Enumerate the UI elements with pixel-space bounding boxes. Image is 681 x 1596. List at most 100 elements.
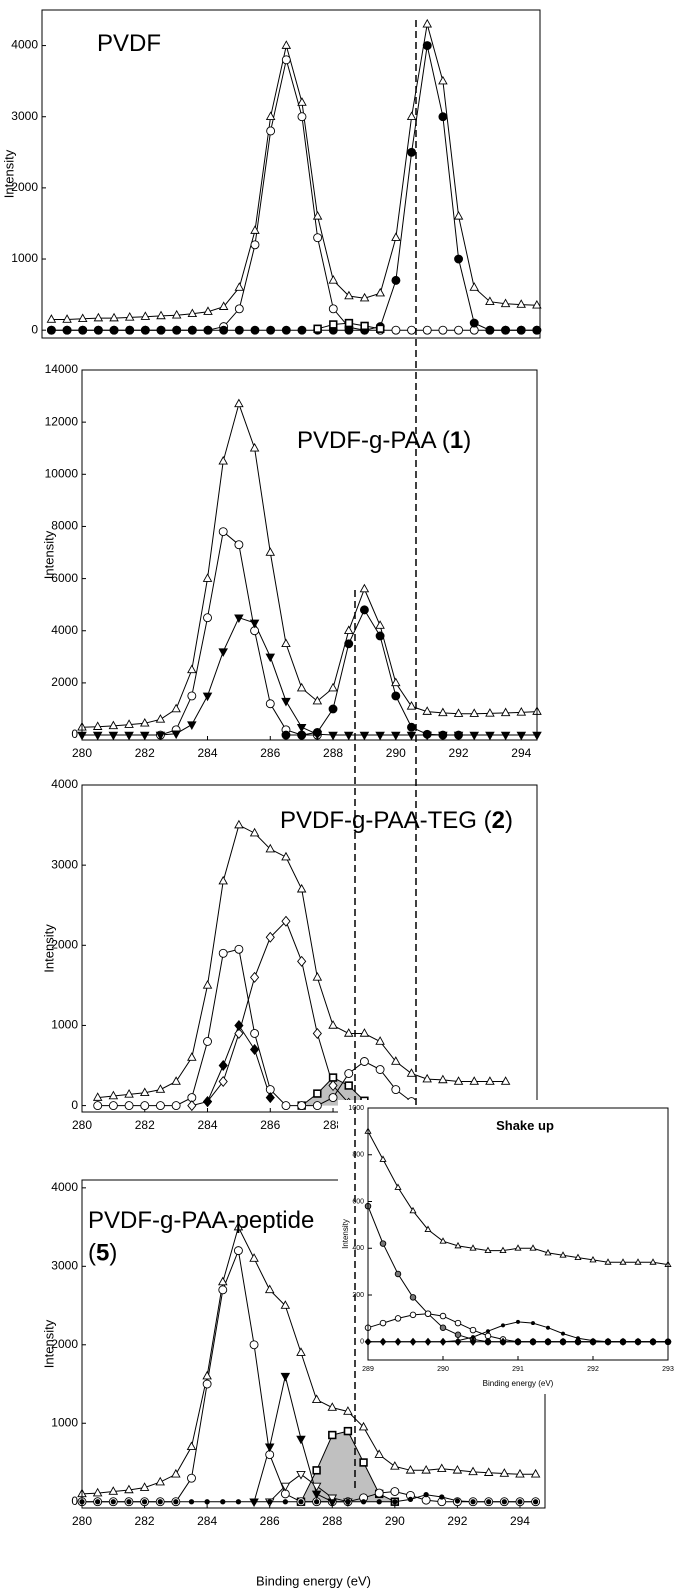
marker <box>327 1402 338 1411</box>
marker <box>312 1027 322 1039</box>
marker <box>155 714 166 723</box>
marker <box>407 147 417 157</box>
marker <box>155 731 166 741</box>
y-tick-label: 3000 <box>51 1258 78 1272</box>
marker <box>529 1337 537 1346</box>
marker <box>604 1337 612 1346</box>
marker <box>235 1499 242 1505</box>
marker <box>264 1284 275 1294</box>
marker <box>391 232 401 241</box>
marker <box>343 1028 354 1037</box>
marker <box>265 931 275 943</box>
marker <box>297 1101 307 1111</box>
marker <box>125 325 135 335</box>
marker <box>92 721 103 730</box>
marker <box>343 625 354 634</box>
marker <box>422 706 432 715</box>
marker <box>126 1499 132 1505</box>
marker <box>517 1499 523 1505</box>
marker <box>110 1499 116 1505</box>
marker <box>390 1487 400 1496</box>
marker <box>141 1499 148 1505</box>
marker <box>454 1319 462 1327</box>
marker <box>108 1486 119 1495</box>
marker <box>187 664 197 674</box>
x-tick-label: 286 <box>260 1514 280 1528</box>
marker <box>218 455 228 465</box>
marker <box>281 1101 291 1111</box>
marker <box>344 318 354 328</box>
marker <box>375 1065 385 1074</box>
title-part: ) <box>463 427 471 454</box>
marker <box>343 731 354 741</box>
marker <box>281 730 291 740</box>
marker <box>234 614 244 624</box>
x-tick-label: 286 <box>260 1118 280 1132</box>
marker <box>218 648 228 657</box>
y-tick-label: 2000 <box>11 180 38 194</box>
x-tick-label: 294 <box>511 746 531 760</box>
marker <box>469 708 480 717</box>
marker <box>344 639 354 649</box>
marker <box>109 325 119 335</box>
marker <box>559 1251 567 1258</box>
marker <box>436 1463 447 1473</box>
marker <box>531 1321 535 1326</box>
marker <box>329 320 338 329</box>
marker <box>406 701 417 710</box>
marker <box>328 304 338 314</box>
x-tick-label: 280 <box>72 1514 92 1528</box>
marker <box>124 312 135 321</box>
y-tick-label: 2000 <box>51 675 78 689</box>
y-tick-label: 14000 <box>45 362 79 376</box>
panel: 0 1000 2000 3000 4000 Intensity PVDF <box>1 9 542 339</box>
marker <box>421 1465 431 1474</box>
marker <box>186 1441 197 1451</box>
marker <box>501 325 510 335</box>
marker <box>546 1325 550 1330</box>
marker <box>486 1329 490 1334</box>
marker <box>649 1258 657 1265</box>
marker <box>234 540 244 550</box>
marker <box>312 727 322 737</box>
marker <box>438 112 448 122</box>
marker <box>358 1421 369 1431</box>
marker <box>139 731 150 741</box>
marker <box>155 1084 166 1093</box>
marker <box>344 1069 354 1078</box>
marker <box>359 583 370 593</box>
marker <box>469 1244 477 1251</box>
marker <box>469 731 480 741</box>
marker <box>328 731 338 741</box>
marker <box>439 1324 447 1331</box>
marker <box>327 1494 338 1504</box>
marker <box>484 1246 492 1254</box>
marker <box>544 1337 552 1346</box>
title-part: 2 <box>492 807 505 834</box>
marker <box>108 731 119 741</box>
marker <box>266 126 276 136</box>
marker <box>619 1258 627 1265</box>
y-tick-label: 2000 <box>51 937 78 951</box>
marker <box>313 233 323 243</box>
marker <box>574 1337 582 1346</box>
marker <box>453 211 464 220</box>
marker <box>359 1057 369 1066</box>
marker <box>375 731 385 741</box>
title-part: ) <box>109 1240 117 1267</box>
y-tick-label: 200 <box>352 1292 364 1299</box>
marker <box>454 1331 462 1339</box>
panel-title: Shake up <box>496 1118 554 1133</box>
marker <box>407 325 417 335</box>
marker <box>439 1312 447 1320</box>
marker <box>187 325 197 335</box>
marker <box>298 1499 304 1505</box>
marker <box>250 1043 260 1055</box>
marker <box>529 1244 537 1251</box>
marker <box>296 682 307 692</box>
marker <box>486 1499 492 1505</box>
x-tick-label: 284 <box>198 1118 218 1132</box>
marker <box>483 1467 494 1476</box>
marker <box>453 1076 464 1085</box>
marker <box>155 1476 165 1486</box>
